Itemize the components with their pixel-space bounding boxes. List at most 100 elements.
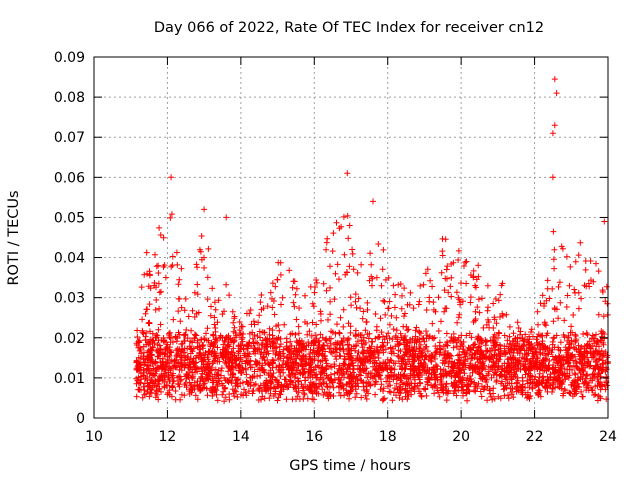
data-point bbox=[175, 308, 182, 315]
data-point bbox=[572, 371, 579, 378]
data-point bbox=[346, 342, 353, 348]
data-point bbox=[510, 330, 517, 337]
data-point bbox=[472, 316, 479, 322]
data-point bbox=[413, 324, 420, 331]
data-point bbox=[304, 331, 311, 338]
data-point bbox=[375, 334, 382, 341]
data-point bbox=[168, 174, 175, 181]
data-point bbox=[557, 339, 564, 346]
data-point bbox=[499, 310, 506, 317]
data-point bbox=[556, 279, 563, 286]
data-point bbox=[370, 198, 376, 205]
data-point bbox=[143, 365, 150, 372]
data-point bbox=[331, 370, 338, 377]
data-point bbox=[294, 351, 301, 358]
data-point bbox=[307, 346, 314, 353]
data-point bbox=[439, 359, 446, 366]
data-point bbox=[209, 389, 216, 396]
data-point bbox=[575, 366, 582, 373]
data-point bbox=[269, 280, 276, 287]
data-point bbox=[453, 392, 460, 399]
data-point bbox=[192, 332, 199, 339]
data-point bbox=[161, 337, 168, 344]
data-point bbox=[345, 320, 352, 327]
data-point bbox=[410, 371, 417, 378]
data-point bbox=[252, 350, 259, 357]
data-point bbox=[591, 340, 598, 347]
data-point bbox=[479, 295, 485, 302]
data-point bbox=[404, 388, 411, 395]
data-point bbox=[352, 394, 359, 401]
data-point bbox=[561, 366, 568, 373]
data-point bbox=[348, 302, 355, 309]
data-point bbox=[178, 391, 185, 398]
data-point bbox=[519, 354, 526, 361]
data-point bbox=[280, 383, 287, 390]
data-point bbox=[153, 263, 160, 270]
data-point bbox=[595, 370, 602, 376]
data-point bbox=[381, 298, 388, 305]
data-point bbox=[336, 329, 343, 336]
data-point bbox=[601, 382, 608, 389]
data-point bbox=[514, 338, 521, 345]
data-point bbox=[221, 385, 228, 392]
data-point bbox=[540, 373, 547, 380]
data-point bbox=[339, 338, 346, 345]
data-point bbox=[164, 391, 171, 398]
data-point bbox=[533, 359, 540, 365]
data-point bbox=[539, 292, 546, 299]
data-point bbox=[519, 391, 526, 398]
data-point bbox=[570, 357, 577, 364]
data-point bbox=[564, 292, 571, 299]
data-point bbox=[322, 357, 329, 364]
data-point bbox=[436, 393, 443, 400]
data-point bbox=[416, 379, 423, 386]
data-point bbox=[427, 277, 434, 284]
data-point bbox=[201, 361, 207, 368]
y-tick-label: 0.04 bbox=[54, 251, 85, 267]
data-point bbox=[341, 392, 348, 399]
data-point bbox=[359, 315, 366, 322]
data-point bbox=[578, 343, 585, 350]
data-point bbox=[556, 367, 563, 374]
data-point bbox=[396, 394, 403, 401]
data-point bbox=[467, 362, 474, 369]
data-point bbox=[439, 235, 446, 242]
data-point bbox=[146, 301, 153, 308]
data-point bbox=[148, 390, 155, 396]
data-point bbox=[476, 365, 483, 372]
data-point bbox=[307, 368, 314, 375]
data-point bbox=[238, 391, 245, 398]
data-point bbox=[446, 370, 453, 377]
data-point bbox=[292, 291, 299, 298]
data-point bbox=[374, 348, 381, 355]
data-point bbox=[367, 250, 374, 257]
data-point bbox=[325, 395, 332, 402]
data-point bbox=[319, 350, 325, 357]
data-point bbox=[182, 295, 189, 302]
data-point bbox=[185, 364, 191, 371]
data-point bbox=[175, 281, 182, 288]
data-point bbox=[312, 332, 319, 339]
data-point bbox=[431, 383, 438, 390]
data-point bbox=[167, 214, 174, 221]
data-point bbox=[566, 282, 573, 289]
data-point bbox=[501, 332, 508, 339]
data-point bbox=[394, 336, 401, 343]
data-point bbox=[471, 341, 478, 348]
data-point bbox=[273, 364, 280, 371]
data-point bbox=[159, 358, 166, 365]
data-point bbox=[234, 382, 241, 389]
data-point bbox=[222, 394, 229, 401]
data-point bbox=[417, 282, 424, 289]
data-point bbox=[338, 366, 344, 373]
data-point bbox=[245, 353, 252, 360]
data-point bbox=[166, 344, 173, 351]
data-point bbox=[363, 396, 370, 402]
data-point bbox=[506, 349, 513, 356]
data-point bbox=[296, 396, 303, 403]
data-point bbox=[332, 339, 339, 346]
data-point bbox=[221, 374, 228, 381]
data-point bbox=[502, 373, 509, 380]
data-point bbox=[377, 376, 384, 383]
